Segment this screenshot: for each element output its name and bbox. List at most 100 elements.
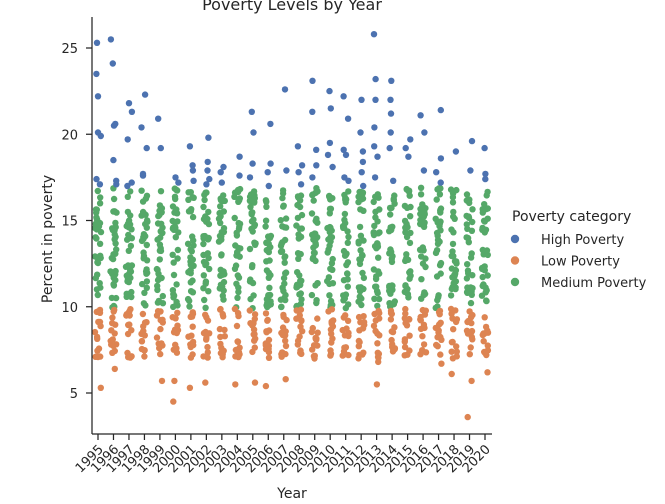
medium-poverty-point (340, 277, 348, 284)
high-poverty-point (340, 93, 347, 100)
high-poverty-point (433, 169, 440, 176)
low-poverty-point (465, 317, 472, 325)
low-poverty-point (127, 306, 134, 313)
medium-poverty-point (128, 293, 135, 301)
low-poverty-point (172, 328, 179, 336)
medium-poverty-point (251, 241, 259, 248)
low-poverty-point (370, 322, 378, 330)
medium-poverty-point (217, 197, 225, 204)
medium-poverty-point (232, 242, 239, 249)
high-poverty-point (481, 144, 488, 152)
low-poverty-point (341, 332, 349, 339)
low-poverty-point (107, 337, 114, 345)
low-poverty-point (375, 358, 382, 366)
medium-poverty-point (93, 206, 101, 213)
medium-poverty-point (433, 196, 440, 203)
medium-poverty-point (450, 229, 457, 236)
medium-poverty-point (373, 273, 380, 280)
medium-poverty-point (281, 280, 288, 287)
medium-poverty-point (437, 259, 445, 267)
medium-poverty-point (371, 295, 378, 302)
medium-poverty-point (128, 235, 135, 242)
low-poverty-point (328, 339, 335, 346)
medium-poverty-point (327, 265, 334, 272)
medium-poverty-point (341, 216, 348, 224)
medium-poverty-point (469, 285, 476, 292)
medium-poverty-point (277, 217, 284, 224)
medium-poverty-point (234, 294, 241, 301)
medium-poverty-point (479, 226, 486, 233)
low-poverty-point (278, 350, 285, 358)
medium-poverty-point (465, 270, 472, 277)
medium-poverty-point (279, 194, 286, 202)
high-poverty-point (387, 96, 394, 104)
low-poverty-point (123, 312, 130, 319)
medium-poverty-point (406, 239, 414, 247)
low-poverty-point (279, 324, 287, 331)
medium-poverty-point (355, 298, 362, 305)
medium-poverty-point (312, 282, 319, 289)
medium-poverty-point (328, 227, 335, 234)
medium-poverty-point (388, 282, 396, 289)
medium-poverty-point (156, 202, 164, 209)
medium-poverty-point (483, 247, 491, 254)
medium-poverty-point (356, 288, 364, 295)
medium-poverty-point (372, 193, 379, 200)
medium-poverty-point (220, 225, 228, 232)
medium-poverty-point (110, 195, 118, 203)
high-poverty-point (358, 96, 365, 104)
medium-poverty-point (138, 187, 145, 194)
medium-poverty-point (122, 263, 130, 270)
medium-poverty-point (387, 290, 394, 297)
y-tick-label: 10 (61, 301, 78, 316)
medium-poverty-point (281, 254, 288, 261)
medium-poverty-point (403, 255, 410, 262)
low-poverty-point (128, 327, 135, 334)
medium-poverty-point (219, 292, 226, 299)
high-poverty-point (172, 174, 179, 181)
medium-poverty-point (360, 274, 368, 282)
medium-poverty-point (110, 274, 117, 281)
low-poverty-point (171, 377, 178, 385)
medium-poverty-point (478, 292, 486, 299)
medium-poverty-point (308, 210, 316, 217)
medium-poverty-point (201, 191, 208, 199)
low-poverty-point (159, 342, 166, 349)
medium-poverty-point (170, 259, 177, 266)
high-poverty-point (265, 182, 272, 190)
medium-poverty-point (262, 217, 270, 224)
high-poverty-point (157, 144, 164, 152)
legend-marker (510, 277, 520, 287)
low-poverty-point (298, 317, 305, 325)
medium-poverty-point (96, 200, 104, 207)
medium-poverty-point (96, 280, 103, 287)
medium-poverty-point (249, 209, 256, 216)
medium-poverty-point (143, 217, 151, 224)
low-poverty-point (314, 329, 321, 336)
low-poverty-point (233, 322, 241, 330)
low-poverty-point (282, 376, 289, 383)
high-poverty-point (402, 144, 409, 152)
low-poverty-point (282, 342, 290, 350)
low-poverty-point (174, 322, 181, 329)
medium-poverty-point (169, 217, 176, 225)
low-poverty-point (221, 333, 228, 340)
low-poverty-point (189, 323, 196, 330)
high-poverty-point (295, 169, 302, 176)
medium-poverty-point (312, 257, 319, 265)
medium-poverty-point (157, 188, 165, 195)
medium-poverty-point (250, 216, 257, 223)
medium-poverty-point (279, 187, 287, 194)
medium-poverty-point (173, 281, 180, 288)
medium-poverty-point (479, 209, 486, 216)
high-poverty-point (124, 136, 131, 143)
medium-poverty-point (201, 296, 208, 304)
medium-poverty-point (126, 221, 134, 228)
medium-poverty-point (159, 300, 167, 307)
low-poverty-point (484, 342, 491, 349)
high-poverty-point (267, 120, 274, 128)
high-poverty-point (93, 70, 100, 78)
low-poverty-point (448, 339, 456, 346)
medium-poverty-point (125, 247, 132, 254)
